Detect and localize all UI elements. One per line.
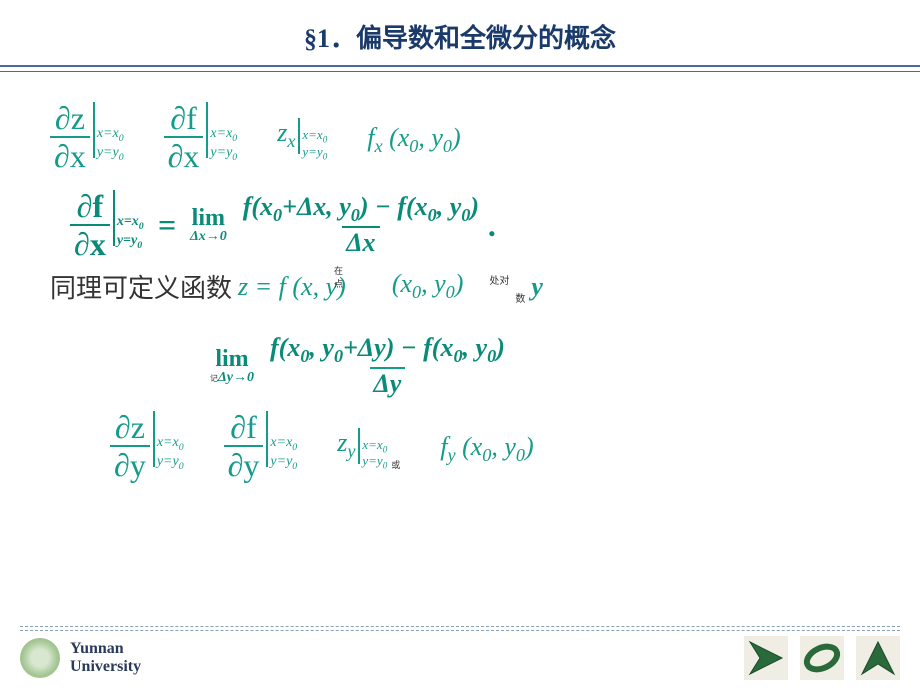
limit-definition-x: ∂f ∂x x=x0 y=y0 = lim Δx→0 f(x0+Δx, y0) … xyxy=(50,190,890,260)
partial-f-x: ∂f ∂x xyxy=(164,102,204,172)
footer-divider xyxy=(20,626,900,631)
eval-point: x=x0 y=y0 xyxy=(302,128,327,161)
university-name: Yunnan University xyxy=(70,640,141,675)
notation-row-y: ∂z ∂y x=x0 y=y0 ∂f ∂y x=x0 y=y0 zy xyxy=(110,411,890,481)
header-divider xyxy=(0,65,920,72)
partial-f-y: ∂f ∂y xyxy=(224,411,264,481)
notation-row-x: ∂z ∂x x=x0 y=y0 ∂f ∂x x=x0 y=y0 zx xyxy=(50,102,890,172)
university-seal-icon xyxy=(20,638,60,678)
partial-z-y: ∂z ∂y xyxy=(110,411,150,481)
limit-definition-y: lim 记Δy→0 f(x0, y0+Δy) − f(x0, y0) Δy xyxy=(210,335,890,397)
nav-home-icon[interactable] xyxy=(800,636,844,680)
partial-z-x: ∂z ∂x xyxy=(50,102,90,172)
definition-text-y: 同理可定义函数 z = f (x, y) 在点 (x0, y0) 处对 数 y xyxy=(50,268,890,305)
slide-footer: Yunnan University xyxy=(0,626,920,690)
eval-bar xyxy=(93,102,95,158)
z-sub-y: zy xyxy=(337,428,355,462)
eval-point: x=x0 y=y0 xyxy=(97,126,124,163)
slide-header: §1．偏导数和全微分的概念 xyxy=(0,0,920,72)
limit-dy: lim 记Δy→0 xyxy=(210,347,254,385)
nav-prev-icon[interactable] xyxy=(744,636,788,680)
nav-next-icon[interactable] xyxy=(856,636,900,680)
z-sub-x: zx xyxy=(277,118,295,152)
math-content: ∂z ∂x x=x0 y=y0 ∂f ∂x x=x0 y=y0 zx xyxy=(0,72,920,481)
eval-bar xyxy=(206,102,208,158)
limit-dx: lim Δx→0 xyxy=(190,206,227,244)
eval-point: x=x0 y=y0 xyxy=(210,126,237,163)
f-sub-x: fx (x0, y0) xyxy=(367,123,460,157)
f-sub-y: fy (x0, y0) xyxy=(440,432,533,466)
nav-icons xyxy=(744,636,900,680)
header-title: §1．偏导数和全微分的概念 xyxy=(304,24,616,53)
